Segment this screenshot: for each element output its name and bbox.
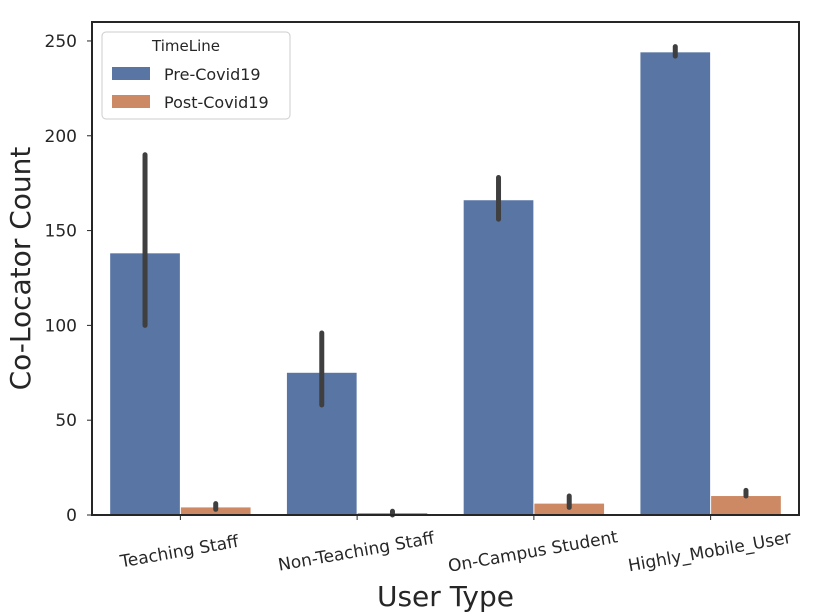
y-tick-label: 250 xyxy=(45,32,77,52)
legend-title: TimeLine xyxy=(151,37,220,55)
x-axis-title: User Type xyxy=(377,580,514,613)
y-tick-label: 100 xyxy=(45,316,77,336)
y-tick-label: 200 xyxy=(45,127,77,147)
y-tick-label: 150 xyxy=(45,222,77,242)
x-tick-label: Highly_Mobile_User xyxy=(627,528,793,576)
x-tick-label: Non-Teaching Staff xyxy=(277,528,438,575)
y-axis-title: Co-Locator Count xyxy=(4,147,37,391)
bar-post-covid19-3 xyxy=(711,496,781,515)
y-tick-label: 50 xyxy=(55,411,77,431)
y-axis-ticks: 0 50 100 150 200 250 xyxy=(45,32,92,526)
legend-swatch xyxy=(112,95,150,108)
y-tick-label: 0 xyxy=(66,506,77,526)
error-bars-layer xyxy=(142,44,749,518)
bars-layer xyxy=(110,52,781,516)
legend-label: Pre-Covid19 xyxy=(164,65,261,84)
x-tick-label: Teaching Staff xyxy=(118,532,242,573)
bar-pre-covid19-2 xyxy=(463,200,534,515)
legend-items: Pre-Covid19 Post-Covid19 xyxy=(112,65,269,112)
x-axis-ticks: Teaching Staff Non-Teaching Staff On-Campu… xyxy=(118,515,793,577)
x-tick-label: On-Campus Student xyxy=(447,527,620,577)
plot-frame xyxy=(91,21,800,516)
legend-swatch xyxy=(112,67,150,80)
legend-label: Post-Covid19 xyxy=(164,93,269,112)
legend: TimeLine Pre-Covid19 Post-Covid19 xyxy=(101,31,291,120)
bar-pre-covid19-3 xyxy=(640,52,711,515)
